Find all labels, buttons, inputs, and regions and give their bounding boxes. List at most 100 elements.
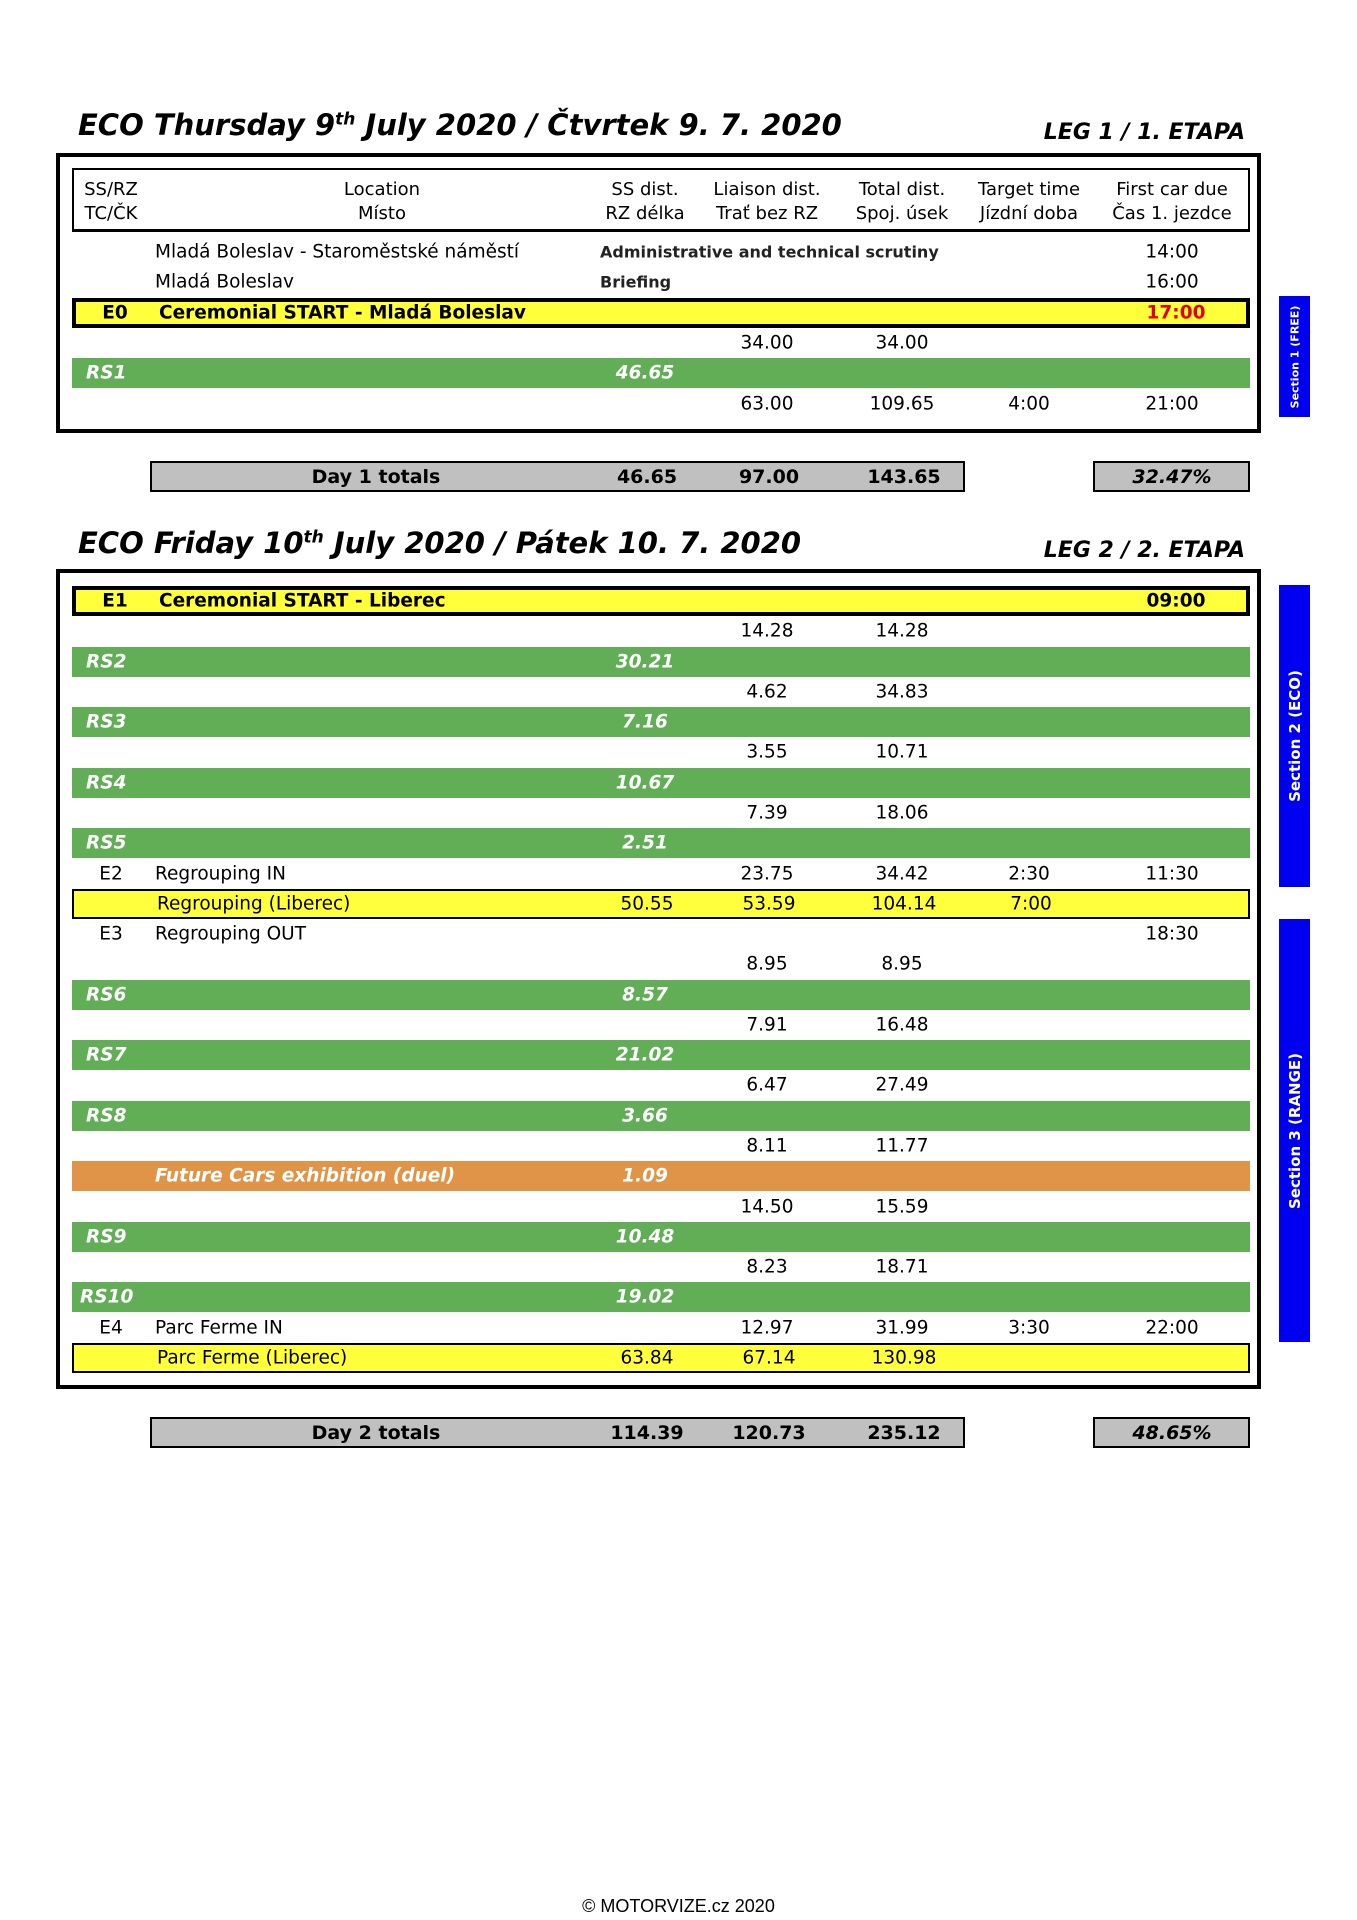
- table-row: Future Cars exhibition (duel) 1.09: [72, 1161, 1250, 1192]
- total-dist: 31.99: [875, 1317, 929, 1339]
- target-dist: 4:00: [1008, 393, 1050, 414]
- liaison-dist: 34.00: [740, 332, 794, 354]
- header-sublabel: RZ délka: [605, 203, 685, 224]
- ss-dist: 2.51: [622, 832, 668, 854]
- total-dist: 11.77: [875, 1135, 929, 1157]
- day1-leg: LEG 1 / 1. ETAPA: [1043, 120, 1245, 145]
- note: Administrative and technical scrutiny: [600, 242, 939, 262]
- totals-label: Day 1 totals: [311, 465, 441, 488]
- stage-id: RS3: [86, 711, 127, 733]
- first-car-due: 16:00: [1145, 271, 1199, 293]
- totals-liaison: 97.00: [738, 465, 800, 488]
- total-dist: 130.98: [871, 1347, 937, 1369]
- table-row: RS4 10.67: [72, 767, 1250, 798]
- table-row: 63.00 109.65 4:00 21:00: [72, 389, 1250, 419]
- target-dist: 2:30: [1008, 863, 1050, 885]
- total-dist: 34.83: [875, 681, 929, 703]
- ss-dist: 30.21: [615, 651, 675, 673]
- total-dist: 14.28: [875, 620, 929, 642]
- ss-dist: 10.67: [615, 772, 675, 794]
- ss-dist: 10.48: [615, 1226, 675, 1248]
- totals-total: 143.65: [867, 465, 941, 488]
- table-row: E4 Parc Ferme IN 12.97 31.99 3:30 22:00: [72, 1313, 1250, 1343]
- location: Regrouping IN: [155, 863, 286, 885]
- liaison-dist: 7.39: [746, 802, 788, 824]
- stage-id: RS4: [86, 772, 127, 794]
- header-4: Total dist. Spoj. úsek: [856, 178, 949, 226]
- stage-id: RS9: [86, 1226, 127, 1248]
- totals-percent-box: 32.47%: [1093, 461, 1250, 492]
- location: Regrouping (Liberec): [157, 893, 351, 915]
- control-id: E4: [99, 1317, 123, 1339]
- first-car-due: 21:00: [1145, 393, 1199, 414]
- table-row: Mladá Boleslav Briefing 16:00: [72, 267, 1250, 297]
- location: Ceremonial START - Liberec: [159, 590, 446, 612]
- total-dist: 8.95: [881, 953, 923, 975]
- table-row: RS3 7.16: [72, 707, 1250, 738]
- total-dist: 10.71: [875, 741, 929, 763]
- table-row: RS9 10.48: [72, 1221, 1250, 1252]
- location: Regrouping OUT: [155, 923, 307, 945]
- header-label: Liaison dist.: [713, 179, 821, 200]
- totals-percent: 32.47%: [1132, 465, 1212, 488]
- liaison-dist: 53.59: [742, 893, 796, 915]
- header-sublabel: Čas 1. jezdce: [1112, 203, 1232, 224]
- stage-id: RS1: [86, 362, 127, 384]
- header-sublabel: Jízdní doba: [979, 203, 1079, 224]
- control-id: E0: [102, 302, 128, 324]
- day2-table-frame: [56, 569, 1261, 1389]
- table-row: E1 Ceremonial START - Liberec 09:00: [72, 586, 1250, 616]
- totals-liaison: 120.73: [732, 1421, 806, 1444]
- location: Future Cars exhibition (duel): [155, 1165, 456, 1187]
- table-row: 4.62 34.83: [72, 677, 1250, 707]
- table-row: RS10 19.02: [72, 1282, 1250, 1313]
- liaison-dist: 23.75: [740, 863, 794, 885]
- table-row: 7.91 16.48: [72, 1010, 1250, 1040]
- table-row: Regrouping (Liberec) 50.55 53.59 104.14 7:00: [72, 888, 1250, 919]
- liaison-dist: 67.14: [742, 1347, 796, 1369]
- table-row: E0 Ceremonial START - Mladá Boleslav 17:00: [72, 297, 1250, 328]
- table-row: 7.39 18.06: [72, 798, 1250, 828]
- ss-dist: 7.16: [622, 711, 668, 733]
- table-row: RS6 8.57: [72, 979, 1250, 1010]
- section-1-label: Section 1 (FREE): [1279, 296, 1310, 417]
- liaison-dist: 7.91: [746, 1014, 788, 1036]
- first-car-due: 09:00: [1146, 590, 1206, 612]
- table-row: 14.50 15.59: [72, 1192, 1250, 1222]
- stage-id: RS7: [86, 1044, 127, 1066]
- liaison-dist: 14.28: [740, 620, 794, 642]
- day2-title: ECO Friday 10th July 2020 / Pátek 10. 7.…: [78, 526, 802, 560]
- location: Parc Ferme (Liberec): [157, 1347, 348, 1369]
- ss-dist: 63.84: [620, 1347, 674, 1369]
- totals-label: Day 2 totals: [311, 1421, 441, 1444]
- stage-id: RS2: [86, 651, 127, 673]
- total-dist: 16.48: [875, 1014, 929, 1036]
- ss-dist: 3.66: [622, 1105, 668, 1127]
- liaison-dist: 14.50: [740, 1196, 794, 1218]
- location: Ceremonial START - Mladá Boleslav: [159, 302, 526, 324]
- header-label: Total dist.: [858, 179, 946, 200]
- header-label: SS dist.: [611, 179, 679, 200]
- total-dist: 27.49: [875, 1074, 929, 1096]
- total-dist: 104.14: [871, 893, 937, 915]
- header-label: SS/RZ: [84, 179, 138, 200]
- table-row: 14.28 14.28: [72, 616, 1250, 646]
- stage-id: RS8: [86, 1105, 127, 1127]
- first-car-due: 17:00: [1146, 302, 1206, 324]
- location: Mladá Boleslav: [155, 271, 294, 293]
- footer-copyright: © MOTORVIZE.cz 2020: [582, 1896, 775, 1916]
- table-row: RS8 3.66: [72, 1100, 1250, 1131]
- table-row: Mladá Boleslav - Staroměstské náměstí Adm…: [72, 237, 1250, 267]
- header-sublabel: Trať bez RZ: [715, 203, 819, 224]
- header-1: Location Místo: [344, 178, 420, 226]
- table-row: 8.11 11.77: [72, 1131, 1250, 1161]
- header-sublabel: Spoj. úsek: [855, 203, 949, 224]
- total-dist: 18.71: [875, 1256, 929, 1278]
- table-header: SS/RZ TC/ČK Location Místo SS dist. RZ délka L…: [72, 168, 1250, 232]
- totals-bar: Day 1 totals 46.65 97.00 143.65: [150, 461, 965, 492]
- liaison-dist: 6.47: [746, 1074, 788, 1096]
- header-2: SS dist. RZ délka: [605, 178, 684, 226]
- totals-bar: Day 2 totals 114.39 120.73 235.12: [150, 1417, 965, 1448]
- day2-leg: LEG 2 / 2. ETAPA: [1043, 538, 1245, 563]
